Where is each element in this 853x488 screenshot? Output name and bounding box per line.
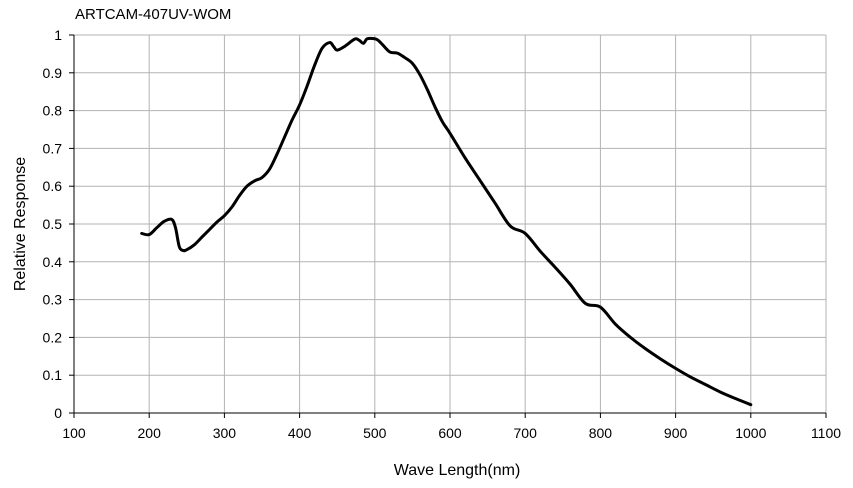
x-tick-label: 500	[363, 425, 387, 441]
y-tick-label: 0	[54, 405, 62, 421]
series-line-0	[140, 36, 753, 407]
y-tick-label: 0.9	[43, 65, 63, 81]
y-tick-label: 0.6	[43, 178, 63, 194]
x-tick-label: 700	[514, 425, 538, 441]
x-tick-label: 900	[664, 425, 688, 441]
y-tick-label: 0.4	[43, 254, 63, 270]
x-tick-label: 300	[213, 425, 237, 441]
y-tick-labels: 0 0.1 0.2 0.3 0.4 0.5 0.6 0.7 0.8 0.9 1	[43, 27, 63, 421]
x-tick-label: 400	[288, 425, 312, 441]
series-layer	[140, 36, 753, 407]
chart-title: ARTCAM-407UV-WOM	[75, 6, 231, 23]
x-tick-label: 600	[438, 425, 462, 441]
y-tick-label: 0.7	[43, 140, 63, 156]
x-tick-label: 200	[138, 425, 162, 441]
y-tick-label: 0.2	[43, 329, 63, 345]
x-tick-label: 800	[589, 425, 613, 441]
y-tick-label: 0.1	[43, 367, 63, 383]
y-tick-label: 1	[54, 27, 62, 43]
x-tick-label: 1100	[811, 425, 841, 441]
grid	[73, 34, 827, 414]
y-tick-label: 0.3	[43, 292, 63, 308]
y-axis-label: Relative Response	[12, 157, 29, 291]
axes	[69, 34, 827, 418]
y-tick-label: 0.5	[43, 216, 63, 232]
y-tick-label: 0.8	[43, 103, 63, 119]
x-axis-label: Wave Length(nm)	[394, 462, 521, 479]
x-tick-label: 1000	[735, 425, 766, 441]
x-tick-labels: 100 200 300 400 500 600 700 800 900 1000 1100	[62, 425, 841, 441]
x-tick-label: 100	[62, 425, 86, 441]
